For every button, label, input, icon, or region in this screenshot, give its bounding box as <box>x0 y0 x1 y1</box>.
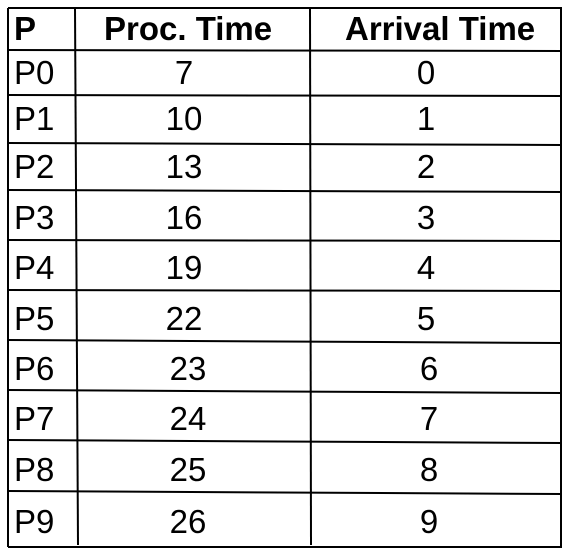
cell-arrival-time: 1 <box>416 100 436 137</box>
cell-process-id: P0 <box>14 54 55 91</box>
row-divider <box>7 189 563 193</box>
header-divider <box>7 49 563 52</box>
cell-process-id: P9 <box>14 503 55 540</box>
cell-arrival-time: 0 <box>416 54 436 91</box>
column-divider-1 <box>74 7 79 546</box>
cell-process-id: P7 <box>14 400 55 437</box>
row-divider <box>7 490 563 495</box>
row-divider <box>7 389 563 394</box>
cell-arrival-time: 5 <box>416 300 436 337</box>
row-divider <box>7 289 563 292</box>
cell-arrival-time: 9 <box>419 503 439 540</box>
cell-process-id: P2 <box>14 148 55 185</box>
column-divider-2 <box>309 7 312 546</box>
cell-arrival-time: 8 <box>419 451 439 488</box>
row-divider <box>7 239 563 242</box>
cell-process-id: P6 <box>14 350 55 387</box>
cell-proc-time: 24 <box>169 400 207 437</box>
cell-arrival-time: 6 <box>419 350 439 387</box>
row-divider <box>7 94 563 97</box>
cell-proc-time: 25 <box>169 451 207 488</box>
cell-arrival-time: 4 <box>416 249 436 286</box>
cell-proc-time: 13 <box>165 148 203 185</box>
row-divider <box>7 339 563 344</box>
cell-process-id: P4 <box>14 249 55 286</box>
cell-proc-time: 7 <box>174 54 194 91</box>
cell-proc-time: 10 <box>165 100 203 137</box>
cell-process-id: P8 <box>14 451 55 488</box>
header-p: P <box>14 10 37 47</box>
cell-process-id: P5 <box>14 300 55 337</box>
cell-proc-time: 22 <box>165 300 203 337</box>
cell-process-id: P3 <box>14 199 55 236</box>
header-proc-time: Proc. Time <box>104 10 273 47</box>
row-divider <box>7 142 563 146</box>
row-divider <box>7 439 563 444</box>
cell-process-id: P1 <box>14 100 55 137</box>
cell-arrival-time: 2 <box>416 148 436 185</box>
cell-proc-time: 19 <box>165 249 203 286</box>
header-arrival-time: Arrival Time <box>345 10 536 47</box>
cell-arrival-time: 7 <box>419 400 439 437</box>
cell-proc-time: 23 <box>169 350 207 387</box>
cell-arrival-time: 3 <box>416 199 436 236</box>
cell-proc-time: 16 <box>165 199 203 236</box>
cell-proc-time: 26 <box>169 503 207 540</box>
